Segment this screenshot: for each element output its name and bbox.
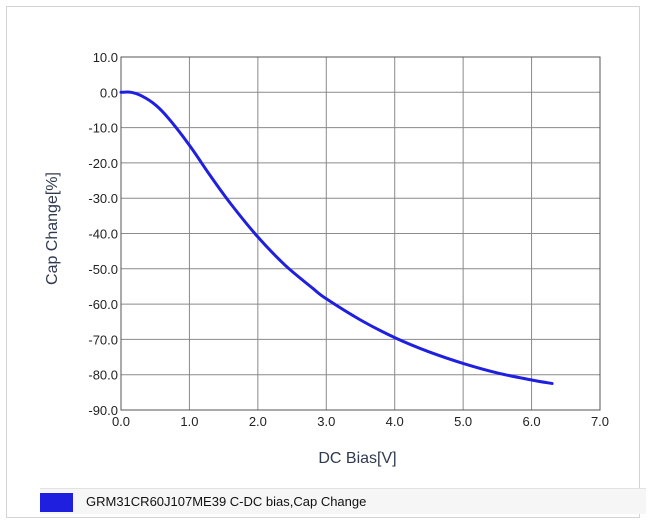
x-tick-label: 6.0 <box>523 414 541 429</box>
series-line <box>119 90 554 385</box>
y-tick-label: -30.0 <box>88 191 118 206</box>
legend-label: GRM31CR60J107ME39 C-DC bias,Cap Change <box>86 494 367 509</box>
x-tick-labels: 0.0 1.0 2.0 3.0 4.0 5.0 6.0 7.0 <box>112 414 609 429</box>
x-tick-label: 1.0 <box>180 414 198 429</box>
x-tick-label: 2.0 <box>249 414 267 429</box>
y-axis-title: Cap Change[%] <box>44 172 61 285</box>
x-tick-label: 4.0 <box>386 414 404 429</box>
y-tick-labels: 10.0 0.0 -10.0 -20.0 -30.0 -40.0 -50.0 -60.0 -70… <box>88 50 118 418</box>
y-tick-label: -40.0 <box>88 227 118 242</box>
y-tick-label: 0.0 <box>100 85 118 100</box>
y-tick-label: -60.0 <box>88 297 118 312</box>
legend-swatch <box>40 493 73 512</box>
x-tick-label: 5.0 <box>454 414 472 429</box>
y-tick-label: -10.0 <box>88 121 118 136</box>
x-tick-label: 3.0 <box>317 414 335 429</box>
plot-border <box>120 56 601 411</box>
legend: GRM31CR60J107ME39 C-DC bias,Cap Change <box>40 488 646 514</box>
y-tick-label: -80.0 <box>88 368 118 383</box>
chart-frame: 10.0 0.0 -10.0 -20.0 -30.0 -40.0 -50.0 -60.0 -70… <box>6 6 646 518</box>
x-axis-title: DC Bias[V] <box>318 450 396 467</box>
x-tick-label: 0.0 <box>112 414 130 429</box>
y-tick-label: -90.0 <box>88 403 118 418</box>
series-layer <box>119 90 554 385</box>
y-tick-label: -50.0 <box>88 262 118 277</box>
y-tick-label: 10.0 <box>93 50 118 65</box>
chart-svg: 10.0 0.0 -10.0 -20.0 -30.0 -40.0 -50.0 -60.0 -70… <box>44 50 609 467</box>
y-tick-label: -20.0 <box>88 156 118 171</box>
grid-layer <box>121 57 600 410</box>
x-tick-label: 7.0 <box>591 414 609 429</box>
y-tick-label: -70.0 <box>88 332 118 347</box>
